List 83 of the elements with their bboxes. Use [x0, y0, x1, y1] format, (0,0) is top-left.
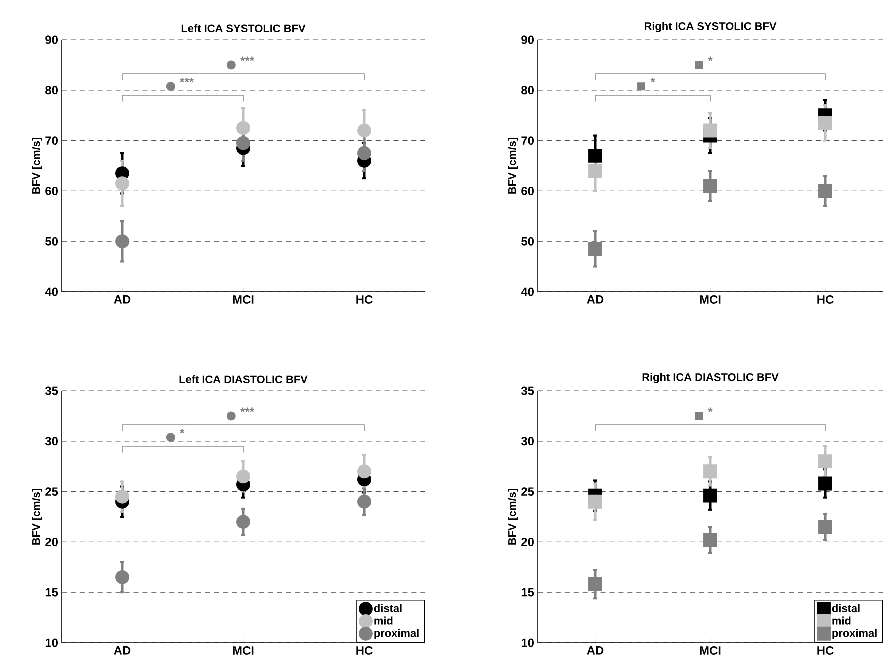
x-tick-label: AD: [587, 296, 604, 304]
y-axis-title: BFV [cm/s]: [508, 138, 518, 194]
annotation: *: [708, 56, 713, 62]
y-tick-label: 15: [522, 588, 534, 597]
annotation: *: [708, 408, 713, 412]
x-tick-label: MCI: [700, 646, 721, 655]
y-tick-label: 40: [45, 288, 58, 296]
y-tick-label: 60: [46, 186, 58, 196]
annotation: ***: [180, 78, 194, 83]
y-tick-label: 70: [46, 136, 58, 146]
y-tick-label: 35: [45, 386, 58, 396]
y-tick-label: 80: [522, 86, 534, 95]
annotation: ***: [240, 56, 255, 62]
point: [818, 454, 832, 469]
point: [588, 164, 602, 178]
legend-label: distal: [374, 604, 402, 612]
point: [818, 520, 832, 534]
x-tick-label: MCI: [700, 296, 721, 304]
legend-label: distal: [832, 604, 860, 612]
annotation: ***: [240, 408, 255, 412]
point: [704, 488, 718, 503]
y-tick-label: 60: [522, 186, 534, 196]
y-tick-label: 10: [522, 638, 534, 648]
point: [236, 136, 250, 150]
point: [358, 494, 372, 509]
point: [236, 515, 250, 530]
y-axis-title: BFV [cm/s]: [508, 489, 518, 545]
y-axis-title: BFV [cm/s]: [32, 489, 42, 545]
point: [818, 184, 832, 198]
point: [588, 578, 602, 592]
point: [704, 464, 718, 479]
annotation: *: [180, 429, 185, 434]
y-tick-label: 90: [522, 36, 534, 44]
point: [358, 146, 372, 160]
point: [116, 176, 130, 191]
x-tick-label: HC: [356, 296, 373, 304]
point: [116, 490, 130, 504]
y-tick-label: 20: [46, 538, 58, 546]
point: [704, 533, 718, 548]
x-tick-label: AD: [114, 296, 131, 304]
x-tick-label: AD: [114, 646, 131, 655]
y-tick-label: 90: [46, 36, 58, 44]
point: [358, 124, 372, 138]
point: [818, 116, 832, 130]
y-tick-label: 50: [522, 237, 534, 246]
x-tick-label: MCI: [233, 296, 254, 304]
y-tick-label: 30: [521, 437, 534, 446]
legend-label: mid: [832, 616, 851, 625]
point: [358, 464, 372, 479]
y-tick-label: 15: [46, 588, 58, 597]
point: [116, 570, 130, 584]
y-tick-label: 20: [522, 538, 534, 546]
y-tick-label: 25: [46, 488, 58, 496]
chart-title: Right ICA DIASTOLIC BFV: [642, 373, 779, 384]
point: [588, 242, 602, 256]
y-tick-label: 50: [46, 237, 58, 246]
y-tick-label: 40: [521, 288, 534, 296]
x-tick-label: MCI: [233, 646, 254, 655]
x-tick-label: HC: [356, 646, 373, 655]
y-tick-label: 10: [46, 638, 58, 648]
y-tick-label: 25: [522, 488, 534, 496]
y-tick-label: 30: [45, 437, 58, 446]
legend-label: mid: [374, 616, 393, 625]
y-tick-label: 80: [46, 86, 58, 95]
legend-label: proximal: [832, 629, 877, 640]
point: [116, 234, 130, 249]
legend-label: proximal: [374, 629, 419, 640]
point: [704, 124, 718, 138]
point: [818, 476, 832, 491]
point: [236, 121, 250, 136]
chart-title: Left ICA DIASTOLIC BFV: [180, 375, 308, 384]
annotation: *: [650, 78, 656, 83]
point: [236, 470, 250, 484]
chart-title: Right ICA SYSTOLIC BFV: [644, 22, 777, 32]
chart-title: Left ICA SYSTOLIC BFV: [182, 24, 306, 32]
y-tick-label: 35: [521, 386, 534, 396]
x-tick-label: AD: [587, 646, 604, 655]
y-tick-label: 70: [522, 136, 534, 146]
point: [588, 148, 602, 163]
point: [704, 179, 718, 194]
x-tick-label: HC: [818, 296, 834, 304]
x-tick-label: HC: [818, 646, 834, 655]
y-axis-title: BFV [cm/s]: [32, 138, 42, 194]
